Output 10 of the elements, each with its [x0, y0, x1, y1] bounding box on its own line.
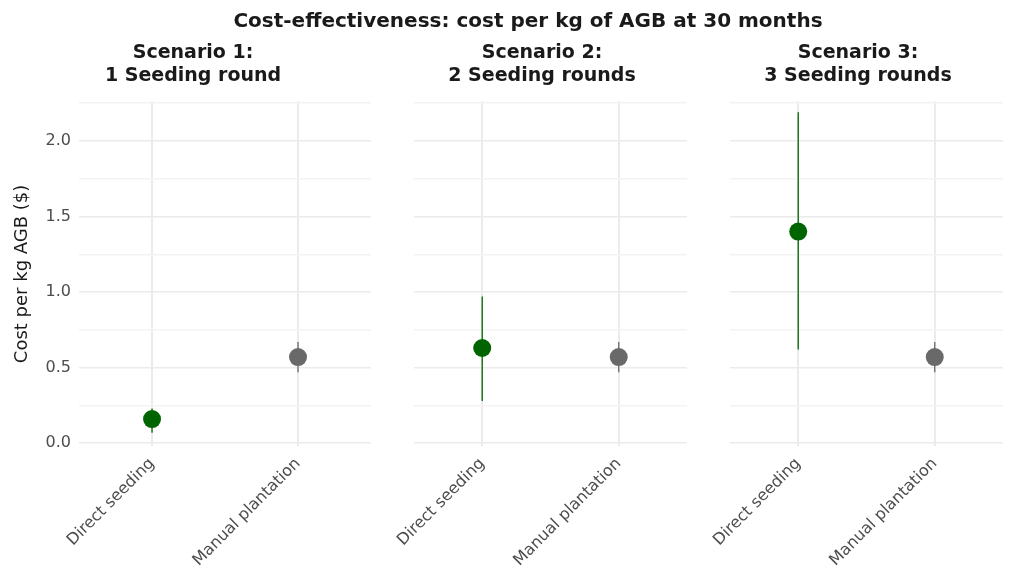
- y-tick-label: 2.0: [45, 130, 72, 150]
- chart-subtitle: Scenario 3: 3 Seeding rounds: [764, 40, 952, 86]
- chart-subtitle: Scenario 1: 1 Seeding round: [104, 40, 282, 86]
- text: Cost-effectiveness: cost per kg of AGB at 30 months: [232, 8, 824, 34]
- y-tick-label: 0.0: [45, 432, 72, 452]
- y-tick-label: 1.5: [45, 205, 72, 225]
- y-tick-label: 1.0: [45, 281, 72, 301]
- y-axis-title: Cost per kg AGB ($): [10, 184, 32, 364]
- chart-subtitle: Scenario 2: 2 Seeding rounds: [448, 40, 636, 86]
- y-tick-label: 0.5: [45, 356, 72, 376]
